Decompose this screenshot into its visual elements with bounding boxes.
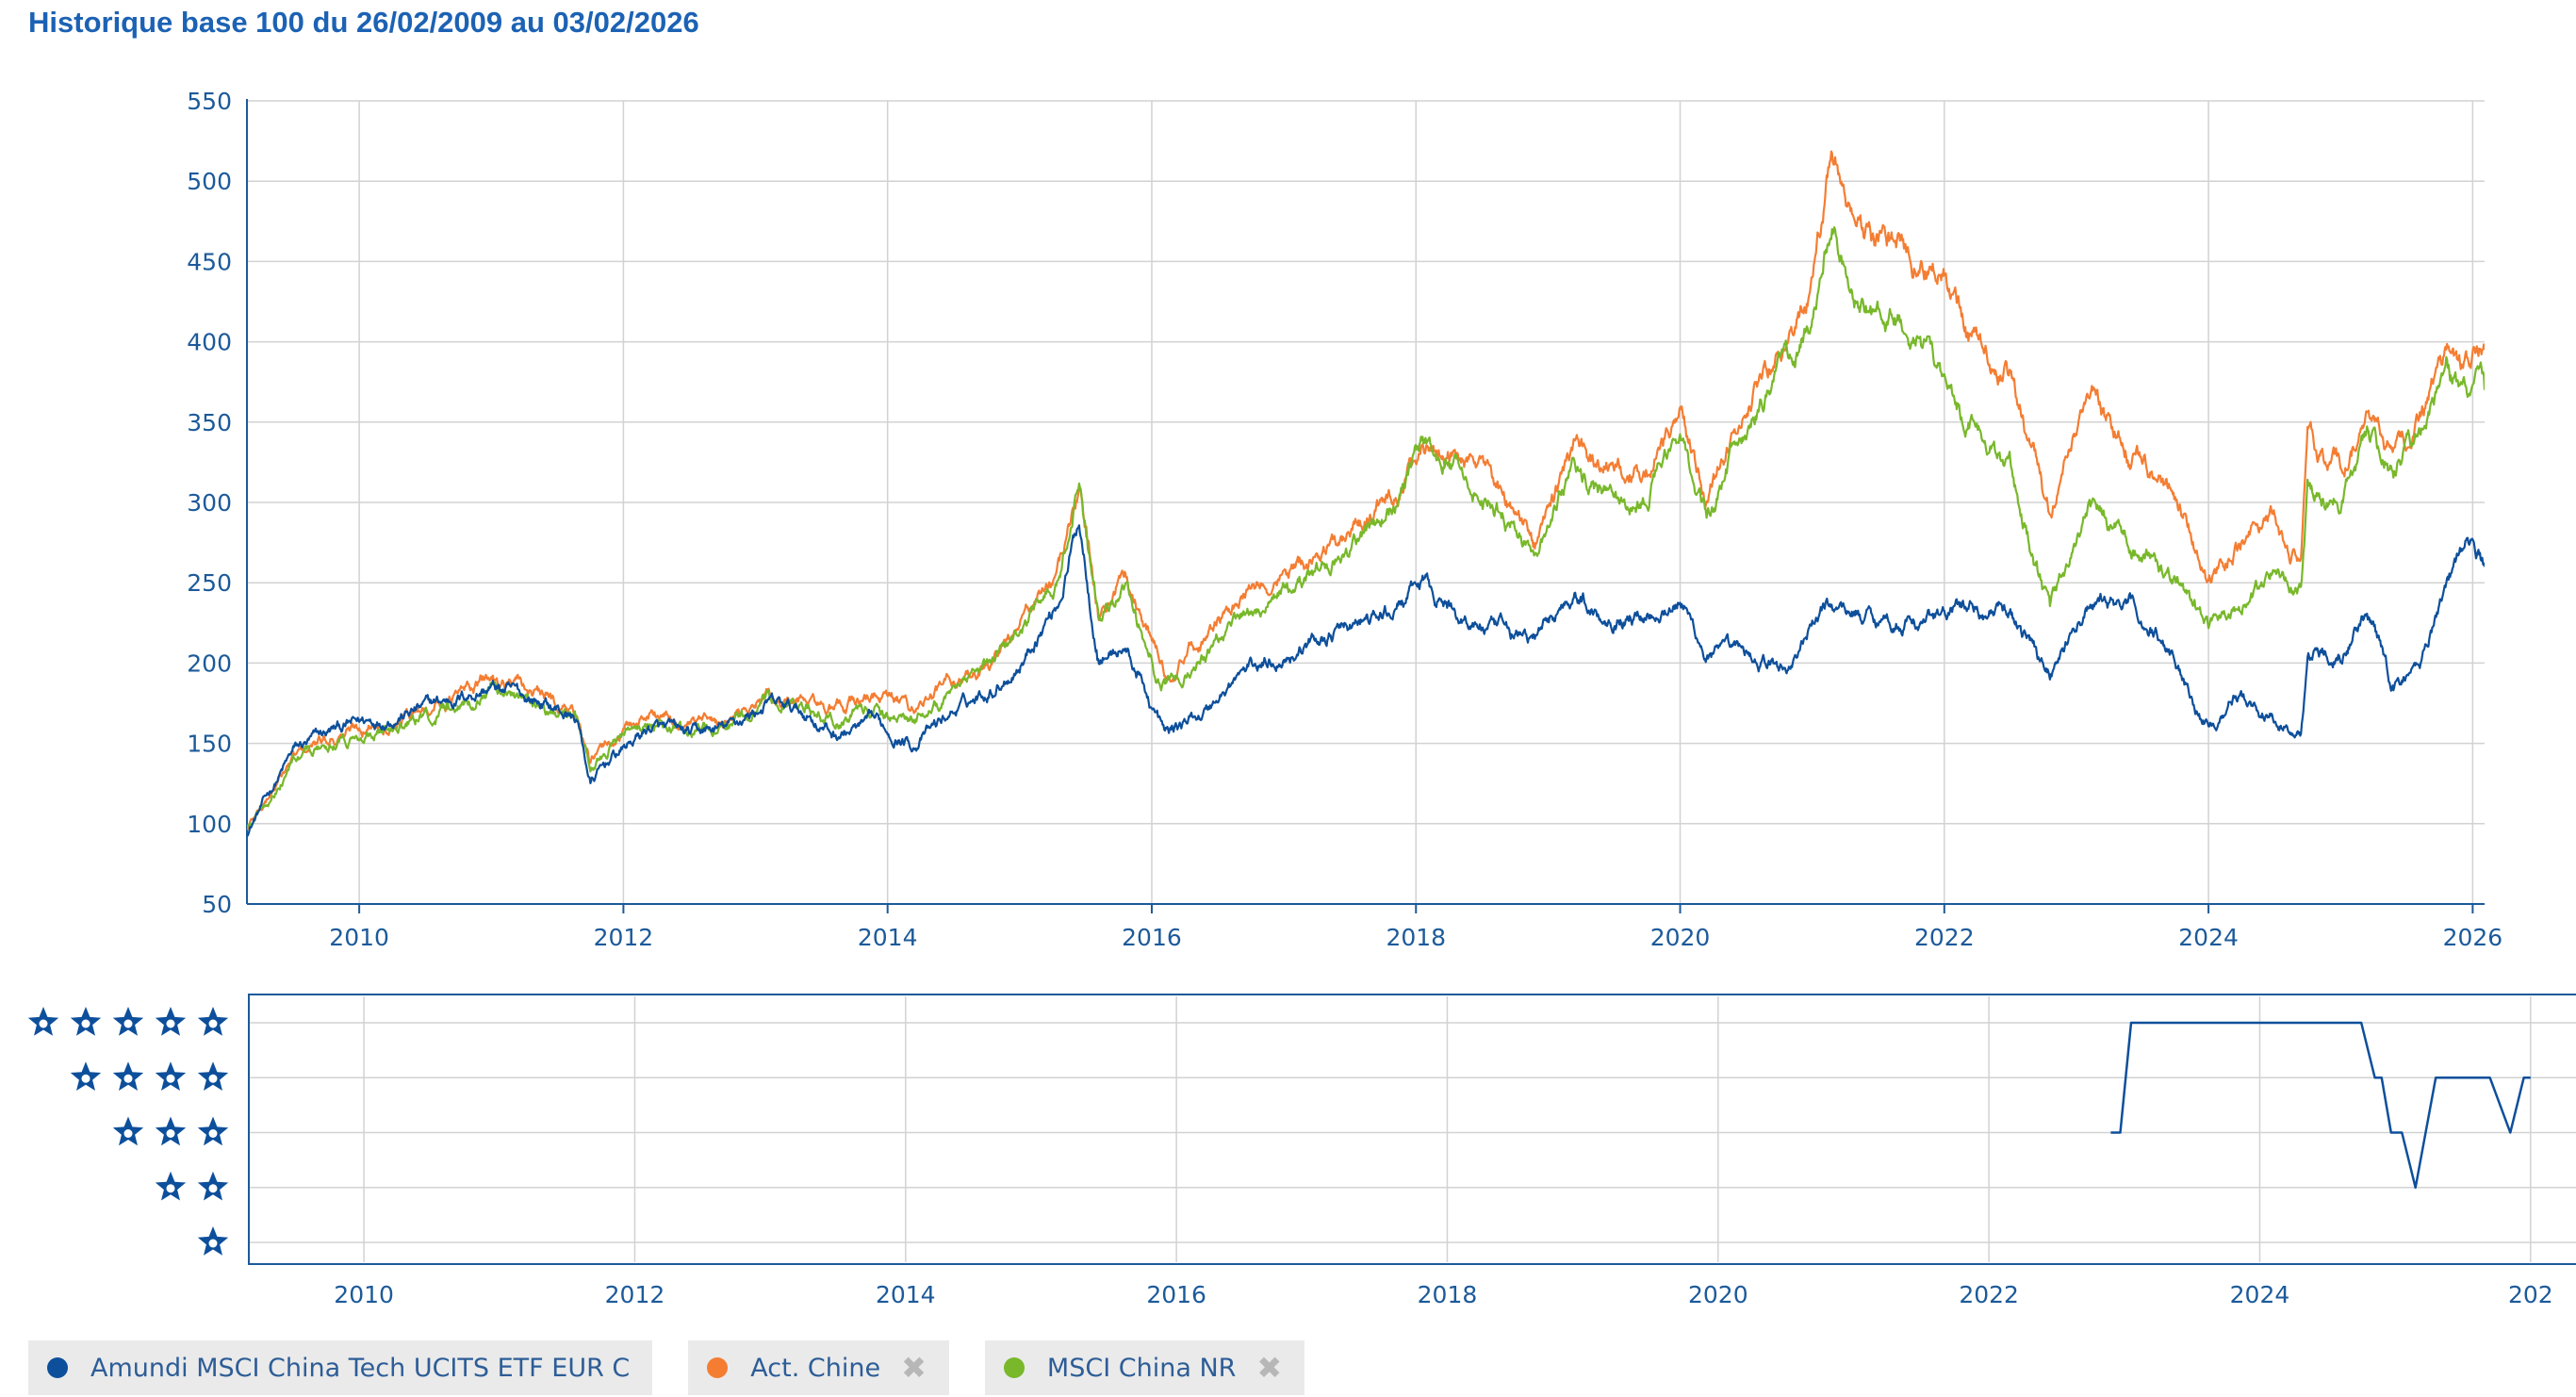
main-chart-tick-labels: 50 100 150 200 250 300 350 400 450 500 550 2010 2012… bbox=[187, 88, 2502, 951]
main-y-tick-label: 250 bbox=[187, 569, 232, 597]
main-x-tick-label: 2018 bbox=[1386, 924, 1446, 951]
rating-x-tick-label: 202 bbox=[2508, 1281, 2553, 1308]
rating-star-labels bbox=[27, 1007, 229, 1256]
rating-x-tick-label: 2022 bbox=[1959, 1281, 2019, 1308]
legend-label-category: Act. Chine bbox=[750, 1353, 881, 1383]
rating-x-tick-label: 2010 bbox=[334, 1281, 394, 1308]
main-x-tick-label: 2014 bbox=[858, 924, 918, 951]
star-icon-center bbox=[123, 1074, 133, 1083]
legend-label-fund: Amundi MSCI China Tech UCITS ETF EUR C bbox=[90, 1353, 631, 1383]
star-icon-center bbox=[123, 1129, 133, 1138]
star-icon-center bbox=[166, 1019, 175, 1028]
star-icon-center bbox=[39, 1019, 48, 1028]
rating-chart-tick-labels: 2010 2012 2014 2016 2018 2020 2022 2024 202 bbox=[334, 1281, 2552, 1308]
main-chart-series bbox=[247, 150, 2485, 837]
main-y-tick-label: 100 bbox=[187, 811, 232, 838]
main-x-tick-label: 2026 bbox=[2443, 924, 2503, 951]
rating-chart-frame bbox=[248, 994, 2576, 1265]
main-y-tick-label: 450 bbox=[187, 248, 232, 275]
star-icon-center bbox=[166, 1184, 175, 1193]
star-icon-center bbox=[166, 1074, 175, 1083]
main-y-tick-label: 550 bbox=[187, 88, 232, 115]
main-x-tick-label: 2024 bbox=[2178, 924, 2239, 951]
star-icon-center bbox=[81, 1019, 90, 1028]
main-x-tick-label: 2020 bbox=[1650, 924, 1711, 951]
close-icon[interactable]: ✖ bbox=[901, 1350, 927, 1386]
legend-dot-fund bbox=[47, 1357, 68, 1378]
main-series-line bbox=[247, 150, 2485, 830]
legend-item-category[interactable]: Act. Chine ✖ bbox=[688, 1340, 949, 1395]
star-icon-center bbox=[208, 1074, 218, 1083]
rating-x-tick-label: 2014 bbox=[876, 1281, 936, 1308]
main-y-tick-label: 400 bbox=[187, 329, 232, 356]
main-y-tick-label: 350 bbox=[187, 409, 232, 436]
main-y-tick-label: 300 bbox=[187, 489, 232, 517]
main-x-tick-label: 2010 bbox=[329, 924, 389, 951]
rating-chart-series bbox=[2110, 1021, 2531, 1190]
main-y-tick-label: 150 bbox=[187, 731, 232, 758]
legend-item-fund[interactable]: Amundi MSCI China Tech UCITS ETF EUR C bbox=[28, 1340, 653, 1395]
main-chart-grid bbox=[247, 100, 2485, 904]
star-icon-center bbox=[166, 1129, 175, 1138]
main-series-line bbox=[247, 524, 2485, 837]
close-icon[interactable]: ✖ bbox=[1256, 1350, 1283, 1386]
legend-item-index[interactable]: MSCI China NR ✖ bbox=[984, 1340, 1305, 1395]
main-y-tick-label: 50 bbox=[202, 891, 232, 918]
rating-x-tick-label: 2020 bbox=[1688, 1281, 1748, 1308]
star-icon-center bbox=[81, 1074, 90, 1083]
legend-label-index: MSCI China NR bbox=[1046, 1353, 1237, 1383]
legend-dot-category bbox=[707, 1357, 729, 1378]
legend-dot-index bbox=[1003, 1357, 1025, 1378]
rating-x-tick-label: 2024 bbox=[2230, 1281, 2290, 1308]
star-icon-center bbox=[208, 1239, 218, 1248]
rating-series-line bbox=[2110, 1021, 2531, 1190]
star-icon-center bbox=[208, 1019, 218, 1028]
main-x-tick-label: 2012 bbox=[594, 924, 654, 951]
main-x-tick-label: 2016 bbox=[1122, 924, 1182, 951]
rating-x-tick-label: 2016 bbox=[1146, 1281, 1206, 1308]
chart-area: 50 100 150 200 250 300 350 400 450 500 550 2010 2012… bbox=[27, 88, 2576, 1308]
main-y-tick-label: 200 bbox=[187, 649, 232, 677]
main-chart-axis bbox=[246, 99, 2485, 913]
star-icon-center bbox=[123, 1019, 133, 1028]
rating-chart-grid bbox=[249, 996, 2576, 1262]
star-icon-center bbox=[208, 1129, 218, 1138]
star-icon-center bbox=[208, 1184, 218, 1193]
main-x-tick-label: 2022 bbox=[1914, 924, 1975, 951]
rating-x-tick-label: 2012 bbox=[605, 1281, 665, 1308]
chart-title: Historique base 100 du 26/02/2009 au 03/… bbox=[28, 6, 699, 39]
chart-legend: Amundi MSCI China Tech UCITS ETF EUR C A… bbox=[28, 1340, 1305, 1395]
main-y-tick-label: 500 bbox=[187, 168, 232, 195]
main-series-line bbox=[247, 226, 2485, 830]
rating-x-tick-label: 2018 bbox=[1418, 1281, 1478, 1308]
